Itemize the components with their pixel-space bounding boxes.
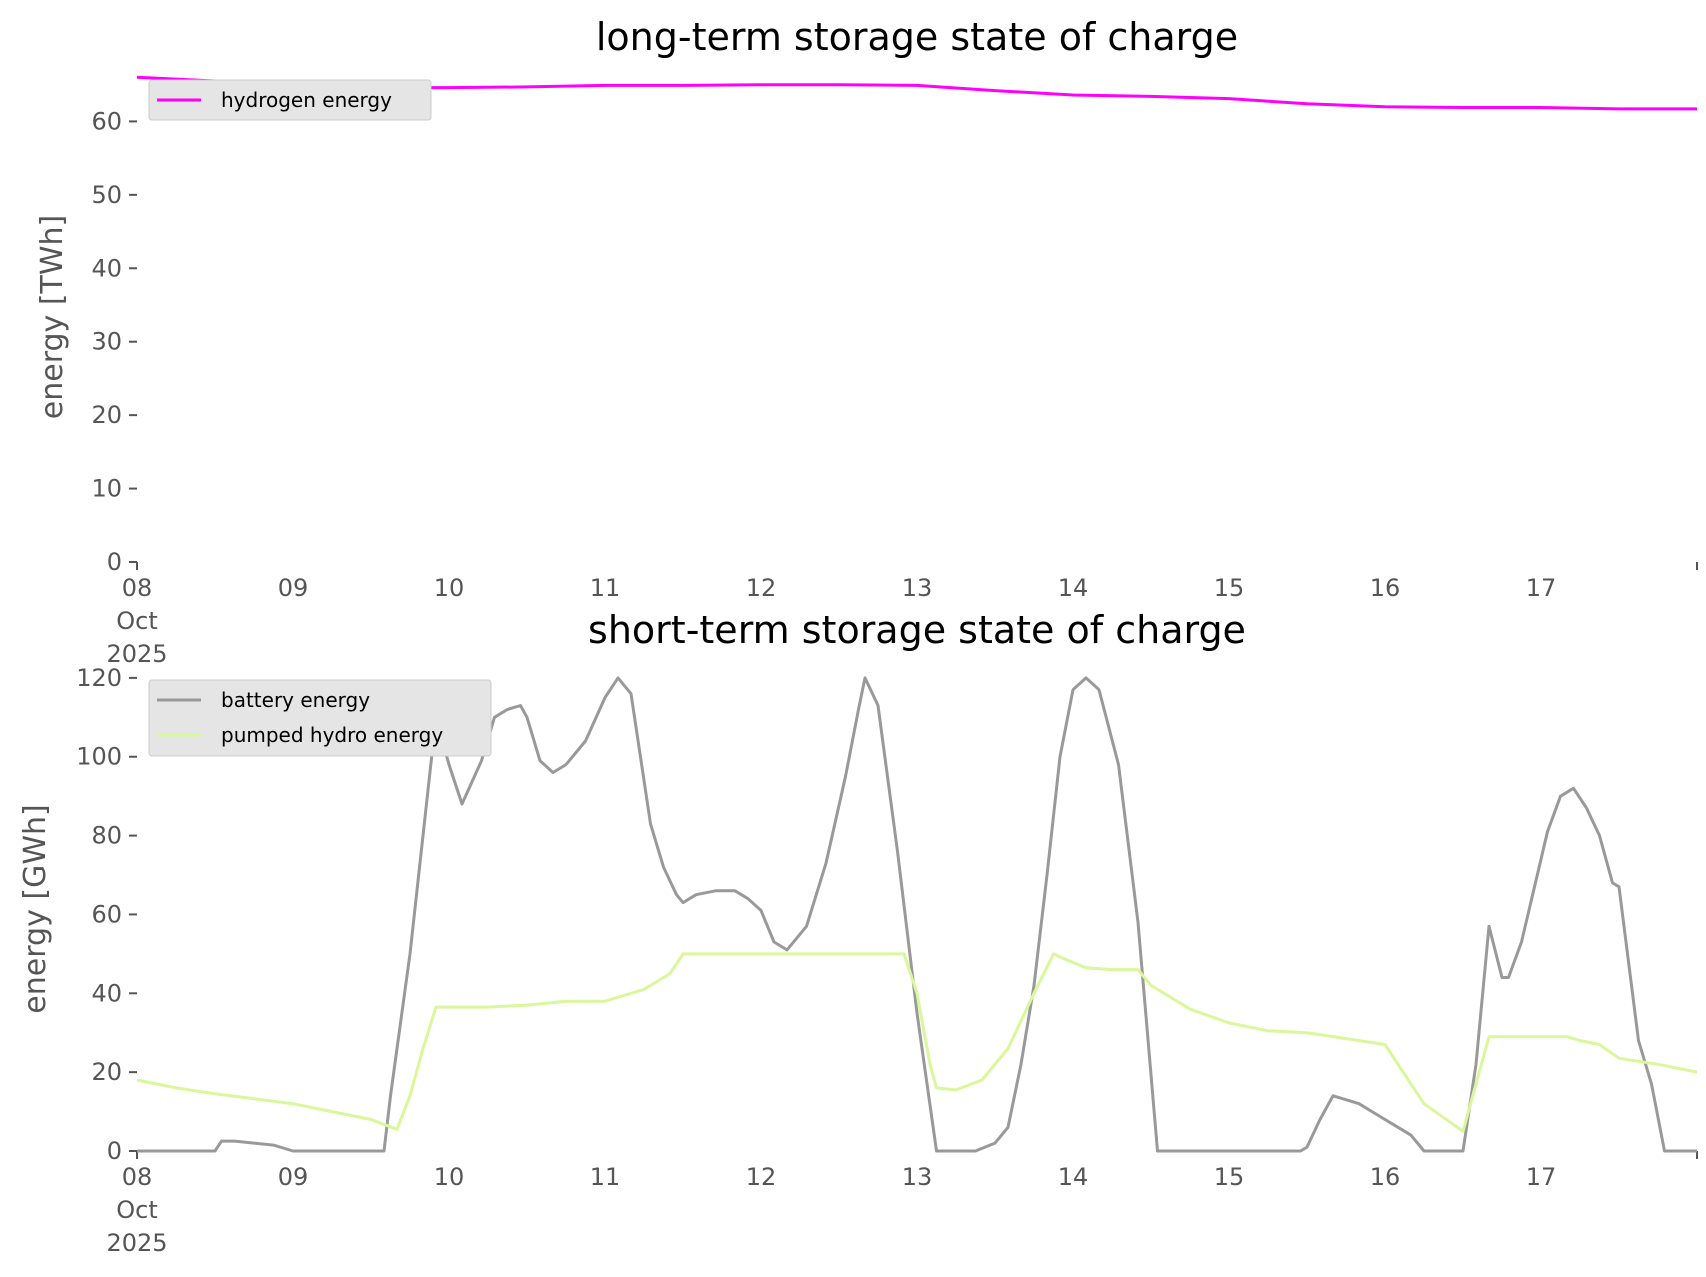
series-line-pumped-hydro-energy	[136, 952, 1698, 1133]
short-term-storage-panel: short-term storage state of charge energ…	[18, 608, 1698, 1257]
x-tick-label: 17	[1526, 1163, 1557, 1191]
y-tick-label: 60	[91, 900, 122, 928]
legend-label: pumped hydro energy	[221, 723, 443, 747]
x-tick-label: 14	[1058, 1163, 1089, 1191]
legend-label: battery energy	[221, 688, 370, 712]
x-tick-label: 10	[434, 1163, 465, 1191]
short-term-title: short-term storage state of charge	[588, 608, 1246, 652]
x-tick-label: 15	[1214, 574, 1245, 602]
x-tick-label: 09	[278, 1163, 309, 1191]
y-tick-label: 80	[91, 822, 122, 850]
y-tick-label: 40	[91, 979, 122, 1007]
legend-label: hydrogen energy	[221, 88, 392, 112]
long-term-title: long-term storage state of charge	[596, 15, 1238, 59]
x-tick-label: 16	[1370, 1163, 1401, 1191]
x-tick-label: 11	[590, 1163, 621, 1191]
x-tick-label: 15	[1214, 1163, 1245, 1191]
y-tick-label: 100	[76, 743, 122, 771]
x-tick-label: 10	[434, 574, 465, 602]
y-tick-label: 10	[91, 475, 122, 503]
y-tick-label: 0	[107, 1137, 122, 1165]
short-term-y-axis-label: energy [GWh]	[18, 804, 53, 1013]
y-tick-label: 30	[91, 328, 122, 356]
x-tick-label: 08 Oct 2025	[106, 574, 167, 668]
y-tick-label: 0	[107, 548, 122, 576]
long-term-storage-panel: long-term storage state of charge energy…	[35, 15, 1698, 668]
x-tick-label: 09	[278, 574, 309, 602]
x-tick-label: 17	[1526, 574, 1557, 602]
x-tick-label: 12	[746, 574, 777, 602]
x-tick-label: 16	[1370, 574, 1401, 602]
y-tick-label: 40	[91, 254, 122, 282]
x-tick-label: 14	[1058, 574, 1089, 602]
y-tick-label: 60	[91, 107, 122, 135]
legend-box	[148, 679, 492, 757]
x-tick-label: 13	[902, 574, 933, 602]
y-tick-label: 120	[76, 664, 122, 692]
long-term-y-axis-label: energy [TWh]	[35, 215, 70, 419]
x-tick-label: 11	[590, 574, 621, 602]
y-tick-label: 20	[91, 401, 122, 429]
x-tick-label: 08 Oct 2025	[106, 1163, 167, 1257]
x-tick-label: 12	[746, 1163, 777, 1191]
y-tick-label: 50	[91, 181, 122, 209]
legend-box	[148, 79, 432, 121]
x-tick-label: 13	[902, 1163, 933, 1191]
y-tick-label: 20	[91, 1058, 122, 1086]
series-line-battery-energy	[137, 676, 1697, 1153]
